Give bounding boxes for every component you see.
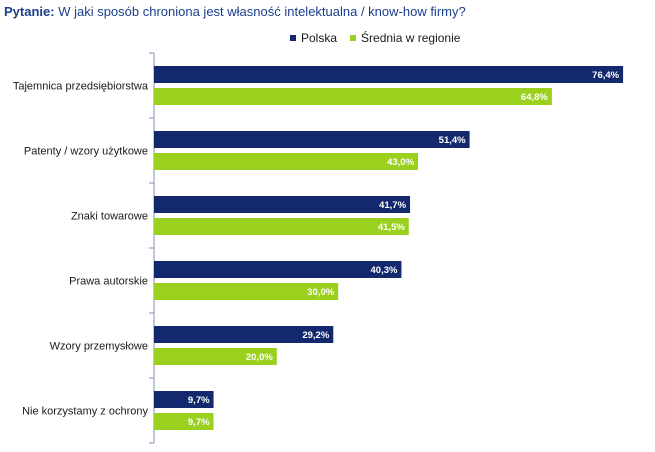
legend-item-polska: Polska [290,31,337,45]
category-label: Prawa autorskie [69,276,148,288]
legend-swatch-region [350,35,357,41]
data-label-region: 20,0% [246,352,273,363]
bar-polska [154,261,402,278]
bar-polska [154,196,411,213]
data-label-polska: 51,4% [439,135,466,146]
legend: Polska Średnia w regionie [290,31,473,45]
category-label: Znaki towarowe [71,211,148,223]
data-label-region: 30,0% [307,287,334,298]
bar-region [154,413,214,430]
data-label-region: 64,8% [521,92,548,103]
data-label-polska: 41,7% [379,200,406,211]
category-label: Wzory przemysłowe [50,341,148,353]
question-label: Pytanie: [4,4,55,19]
category-label: Nie korzystamy z ochrony [22,406,148,418]
bar-polska [154,391,214,408]
data-label-polska: 9,7% [188,395,210,406]
bar-region [154,153,419,170]
legend-label-polska: Polska [301,31,338,45]
data-label-polska: 76,4% [592,70,619,81]
bar-polska [154,326,334,343]
data-label-region: 43,0% [387,157,414,168]
bar-region [154,88,552,105]
bar-region [154,283,339,300]
category-label: Patenty / wzory użytkowe [24,146,148,158]
bar-polska [154,66,624,83]
question-text: W jaki sposób chroniona jest własność in… [54,4,466,19]
data-label-polska: 40,3% [371,265,398,276]
bar-polska [154,131,470,148]
legend-label-region: Średnia w regionie [361,31,461,45]
category-label: Tajemnica przedsiębiorstwa [13,81,149,93]
legend-swatch-polska [290,35,296,41]
data-label-polska: 29,2% [302,330,329,341]
question: Pytanie: W jaki sposób chroniona jest wł… [4,4,466,19]
data-label-region: 41,5% [378,222,405,233]
data-label-region: 9,7% [188,417,210,428]
legend-item-region: Średnia w regionie [350,31,460,45]
bar-region [154,348,277,365]
bar-region [154,218,409,235]
